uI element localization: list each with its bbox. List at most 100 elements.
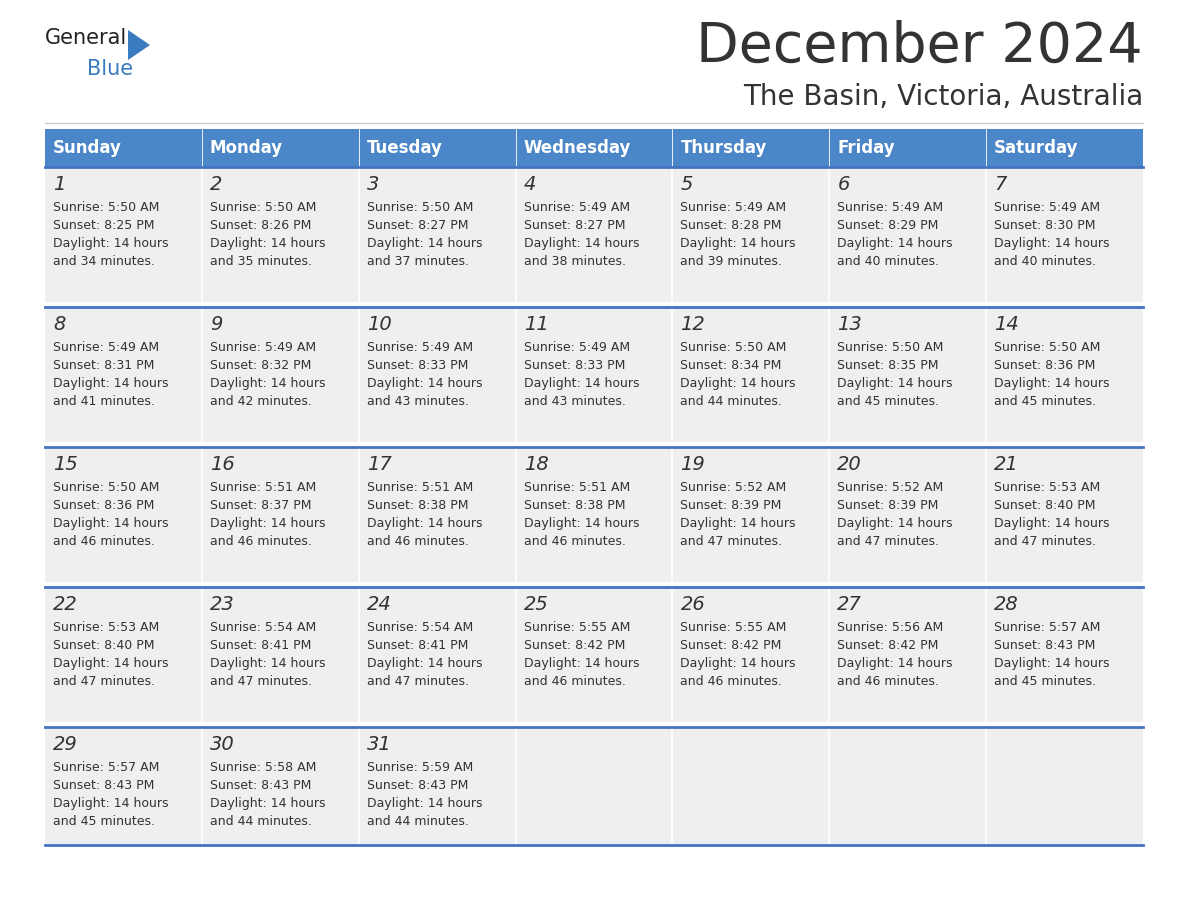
Text: Sunrise: 5:49 AM: Sunrise: 5:49 AM [367, 341, 473, 354]
Text: and 46 minutes.: and 46 minutes. [524, 675, 625, 688]
Text: Sunrise: 5:50 AM: Sunrise: 5:50 AM [53, 201, 159, 214]
Text: Daylight: 14 hours: Daylight: 14 hours [53, 237, 169, 250]
Bar [516, 447, 672, 582]
Text: Sunrise: 5:52 AM: Sunrise: 5:52 AM [681, 481, 786, 494]
Text: Sunrise: 5:55 AM: Sunrise: 5:55 AM [524, 621, 630, 634]
Text: Monday: Monday [210, 139, 283, 157]
Text: Daylight: 14 hours: Daylight: 14 hours [210, 797, 326, 810]
Text: 6: 6 [838, 175, 849, 194]
Text: and 47 minutes.: and 47 minutes. [367, 675, 469, 688]
Bar [45, 129, 1143, 167]
Text: 19: 19 [681, 455, 706, 474]
Text: Sunrise: 5:49 AM: Sunrise: 5:49 AM [524, 341, 630, 354]
Text: 17: 17 [367, 455, 392, 474]
Text: Sunrise: 5:55 AM: Sunrise: 5:55 AM [681, 621, 786, 634]
Text: Sunset: 8:28 PM: Sunset: 8:28 PM [681, 219, 782, 232]
Text: Sunset: 8:39 PM: Sunset: 8:39 PM [838, 499, 939, 512]
Text: Sunrise: 5:50 AM: Sunrise: 5:50 AM [994, 341, 1100, 354]
Text: Daylight: 14 hours: Daylight: 14 hours [210, 377, 326, 390]
Text: Friday: Friday [838, 139, 895, 157]
Text: and 46 minutes.: and 46 minutes. [53, 535, 154, 548]
Text: 2: 2 [210, 175, 222, 194]
Text: Daylight: 14 hours: Daylight: 14 hours [210, 657, 326, 670]
Text: 25: 25 [524, 595, 549, 614]
Text: Daylight: 14 hours: Daylight: 14 hours [994, 377, 1110, 390]
Text: Daylight: 14 hours: Daylight: 14 hours [210, 517, 326, 530]
Text: Sunrise: 5:50 AM: Sunrise: 5:50 AM [681, 341, 786, 354]
Text: Sunrise: 5:50 AM: Sunrise: 5:50 AM [53, 481, 159, 494]
Text: Sunrise: 5:51 AM: Sunrise: 5:51 AM [524, 481, 630, 494]
Text: Sunset: 8:25 PM: Sunset: 8:25 PM [53, 219, 154, 232]
Text: Sunrise: 5:49 AM: Sunrise: 5:49 AM [53, 341, 159, 354]
Polygon shape [128, 30, 150, 60]
Text: Sunrise: 5:49 AM: Sunrise: 5:49 AM [210, 341, 316, 354]
Text: Daylight: 14 hours: Daylight: 14 hours [681, 657, 796, 670]
Text: and 47 minutes.: and 47 minutes. [838, 535, 940, 548]
Text: and 41 minutes.: and 41 minutes. [53, 395, 154, 408]
Bar [359, 587, 516, 722]
Text: 15: 15 [53, 455, 77, 474]
Text: Daylight: 14 hours: Daylight: 14 hours [210, 237, 326, 250]
Text: Daylight: 14 hours: Daylight: 14 hours [367, 237, 482, 250]
Bar [45, 447, 202, 582]
Text: 22: 22 [53, 595, 77, 614]
Text: 14: 14 [994, 315, 1019, 334]
Bar [359, 727, 516, 845]
Text: Daylight: 14 hours: Daylight: 14 hours [524, 237, 639, 250]
Text: Sunrise: 5:49 AM: Sunrise: 5:49 AM [524, 201, 630, 214]
Text: Daylight: 14 hours: Daylight: 14 hours [681, 377, 796, 390]
Text: 7: 7 [994, 175, 1006, 194]
Text: Sunset: 8:43 PM: Sunset: 8:43 PM [210, 779, 311, 792]
Text: Sunset: 8:40 PM: Sunset: 8:40 PM [994, 499, 1095, 512]
Text: Sunrise: 5:49 AM: Sunrise: 5:49 AM [838, 201, 943, 214]
Text: Daylight: 14 hours: Daylight: 14 hours [838, 377, 953, 390]
Text: Sunset: 8:40 PM: Sunset: 8:40 PM [53, 639, 154, 652]
Text: and 46 minutes.: and 46 minutes. [524, 535, 625, 548]
Bar [986, 167, 1143, 302]
Bar [986, 727, 1143, 845]
Text: Sunset: 8:38 PM: Sunset: 8:38 PM [367, 499, 468, 512]
Text: 5: 5 [681, 175, 693, 194]
Text: 10: 10 [367, 315, 392, 334]
Text: 12: 12 [681, 315, 706, 334]
Text: Sunset: 8:41 PM: Sunset: 8:41 PM [210, 639, 311, 652]
Text: Sunrise: 5:56 AM: Sunrise: 5:56 AM [838, 621, 943, 634]
Text: The Basin, Victoria, Australia: The Basin, Victoria, Australia [742, 83, 1143, 111]
Text: Sunset: 8:33 PM: Sunset: 8:33 PM [524, 359, 625, 372]
Text: 29: 29 [53, 735, 77, 754]
Text: Sunset: 8:43 PM: Sunset: 8:43 PM [994, 639, 1095, 652]
Text: Wednesday: Wednesday [524, 139, 631, 157]
Text: 31: 31 [367, 735, 392, 754]
Text: 30: 30 [210, 735, 234, 754]
Text: and 47 minutes.: and 47 minutes. [53, 675, 154, 688]
Text: Sunset: 8:43 PM: Sunset: 8:43 PM [53, 779, 154, 792]
Bar [202, 727, 359, 845]
Text: Sunday: Sunday [53, 139, 122, 157]
Bar [202, 447, 359, 582]
Text: 3: 3 [367, 175, 379, 194]
Text: Daylight: 14 hours: Daylight: 14 hours [367, 657, 482, 670]
Bar [45, 307, 202, 442]
Text: 28: 28 [994, 595, 1019, 614]
Text: Sunrise: 5:54 AM: Sunrise: 5:54 AM [367, 621, 473, 634]
Text: and 47 minutes.: and 47 minutes. [210, 675, 312, 688]
Text: Daylight: 14 hours: Daylight: 14 hours [838, 517, 953, 530]
Text: Daylight: 14 hours: Daylight: 14 hours [681, 237, 796, 250]
Text: Sunset: 8:26 PM: Sunset: 8:26 PM [210, 219, 311, 232]
Text: and 34 minutes.: and 34 minutes. [53, 255, 154, 268]
Text: Sunset: 8:33 PM: Sunset: 8:33 PM [367, 359, 468, 372]
Text: Sunrise: 5:49 AM: Sunrise: 5:49 AM [681, 201, 786, 214]
Bar [516, 167, 672, 302]
Text: Sunrise: 5:50 AM: Sunrise: 5:50 AM [210, 201, 316, 214]
Text: and 42 minutes.: and 42 minutes. [210, 395, 311, 408]
Text: and 44 minutes.: and 44 minutes. [681, 395, 783, 408]
Text: 21: 21 [994, 455, 1019, 474]
Text: Sunset: 8:42 PM: Sunset: 8:42 PM [838, 639, 939, 652]
Text: and 45 minutes.: and 45 minutes. [994, 395, 1097, 408]
Text: Daylight: 14 hours: Daylight: 14 hours [681, 517, 796, 530]
Text: and 45 minutes.: and 45 minutes. [994, 675, 1097, 688]
Text: and 47 minutes.: and 47 minutes. [681, 535, 783, 548]
Text: Sunrise: 5:58 AM: Sunrise: 5:58 AM [210, 761, 316, 774]
Bar [202, 587, 359, 722]
Text: Daylight: 14 hours: Daylight: 14 hours [524, 657, 639, 670]
